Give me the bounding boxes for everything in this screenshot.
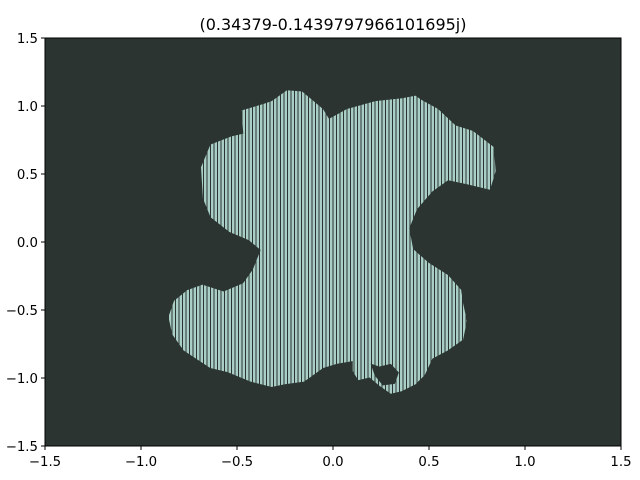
y-tick-label: −1.0: [6, 372, 38, 387]
x-tick-label: −0.5: [221, 455, 253, 470]
y-tick-label: 1.5: [17, 32, 38, 47]
chart-title: (0.34379-0.1439797966101695j): [199, 15, 466, 34]
filled-set-region: [167, 89, 497, 395]
plot-area: [44, 37, 622, 447]
x-tick-label: −1.5: [29, 455, 61, 470]
y-axis: 1.5 1.0 0.5 0.0 −0.5 −1.0 −1.5: [6, 32, 45, 455]
x-tick-label: 1.0: [514, 455, 535, 470]
y-tick-label: 1.0: [17, 100, 38, 115]
y-tick-label: −0.5: [6, 304, 38, 319]
x-tick-label: 1.5: [610, 455, 631, 470]
x-axis: −1.5 −1.0 −0.5 0.0 0.5 1.0 1.5: [29, 446, 632, 470]
y-tick-label: 0.5: [17, 168, 38, 183]
x-tick-label: 0.5: [418, 455, 439, 470]
x-tick-label: 0.0: [322, 455, 343, 470]
y-tick-label: −1.5: [6, 440, 38, 455]
y-tick-label: 0.0: [17, 236, 38, 251]
x-tick-label: −1.0: [125, 455, 157, 470]
